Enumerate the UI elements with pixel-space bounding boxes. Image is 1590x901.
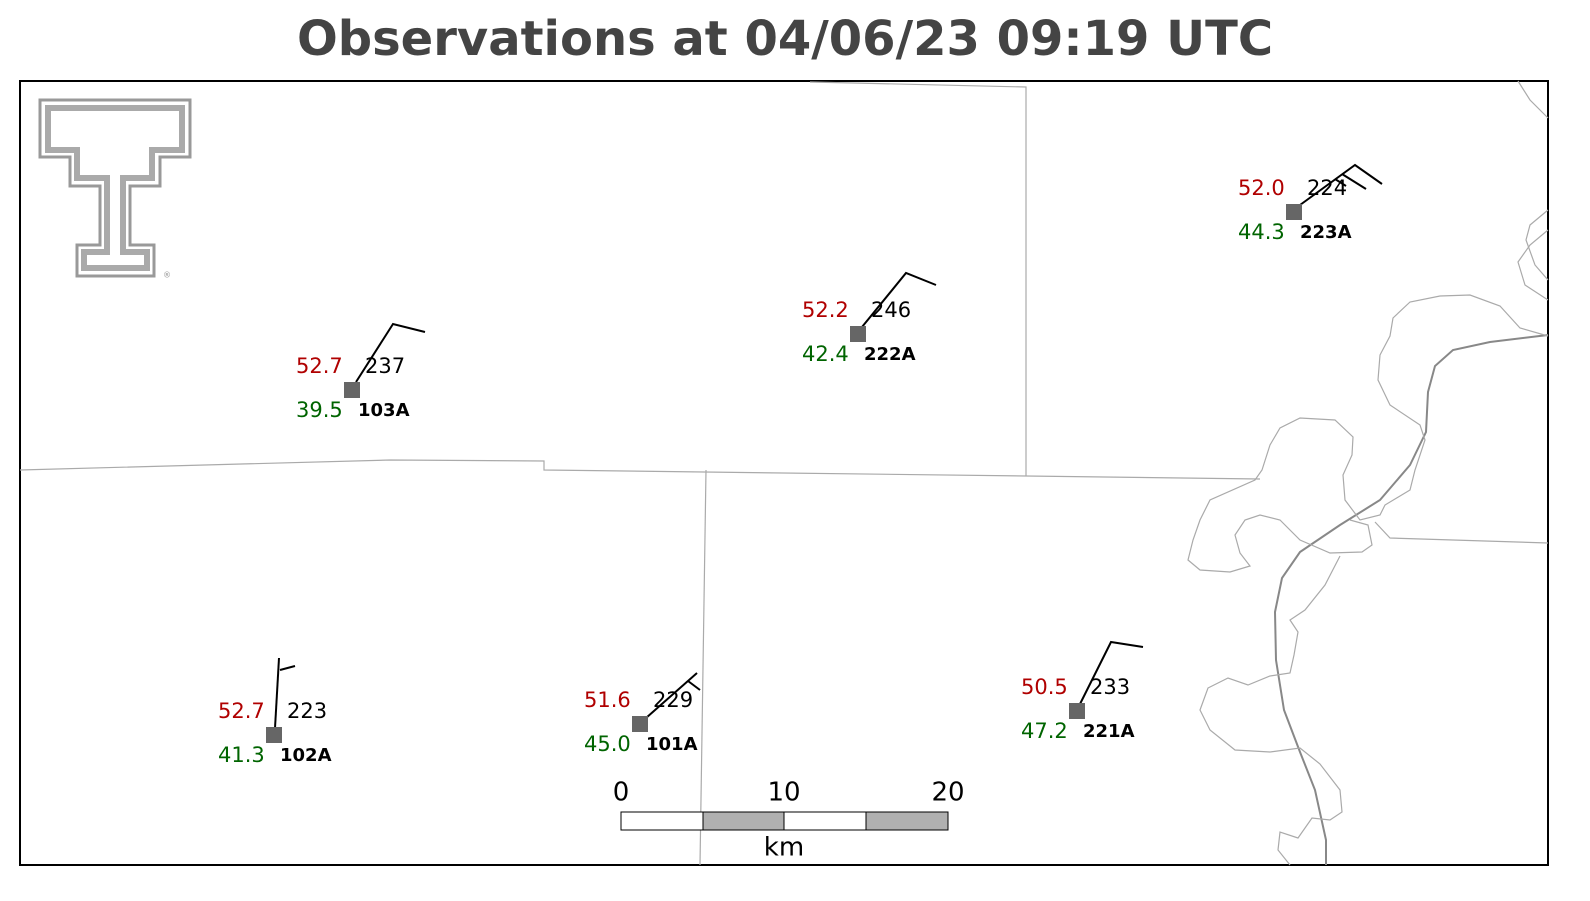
- dewpoint: 45.0: [584, 732, 631, 756]
- station-value: 224: [1307, 176, 1347, 200]
- wind-barb: [1334, 178, 1347, 187]
- dewpoint: 39.5: [296, 398, 343, 422]
- temperature: 52.0: [1238, 176, 1285, 200]
- county-borders: [19, 81, 1549, 866]
- svg-text:®: ®: [163, 271, 171, 280]
- dewpoint: 41.3: [218, 743, 265, 767]
- station-marker: [1069, 703, 1085, 719]
- temperature: 52.2: [802, 298, 849, 322]
- station-value: 223: [287, 699, 327, 723]
- dewpoint: 47.2: [1021, 719, 1068, 743]
- wind-barb: [861, 271, 937, 328]
- logo: ®: [38, 98, 192, 280]
- station-id: 222A: [864, 344, 916, 365]
- station-value: 246: [871, 298, 911, 322]
- station-marker: [266, 727, 282, 743]
- wind-barb: [279, 665, 296, 671]
- temperature: 50.5: [1021, 675, 1068, 699]
- station-marker: [850, 326, 866, 342]
- dewpoint: 44.3: [1238, 220, 1285, 244]
- station-id: 223A: [1300, 222, 1352, 243]
- dewpoint: 42.4: [802, 342, 849, 366]
- station-value: 229: [653, 688, 693, 712]
- stations: 52.7 237 39.5 103A 52.2 246 42.4 222A 52.0 224 44.…: [218, 163, 1383, 767]
- wind-barb: [355, 322, 426, 383]
- wind-barb: [1079, 640, 1144, 705]
- station-marker: [1286, 204, 1302, 220]
- scale-label: 20: [931, 778, 964, 808]
- station-marker: [632, 716, 648, 732]
- station-value: 237: [365, 354, 405, 378]
- station-id: 103A: [358, 400, 410, 421]
- station-id: 101A: [646, 734, 698, 755]
- temperature: 51.6: [584, 688, 631, 712]
- scale-unit: km: [764, 833, 804, 863]
- wind-barb: [274, 657, 280, 729]
- station-id: 102A: [280, 745, 332, 766]
- station-id: 221A: [1083, 721, 1135, 742]
- title: Observations at 04/06/23 09:19 UTC: [297, 11, 1273, 67]
- station-marker: [344, 382, 360, 398]
- wind-barb: [1341, 173, 1367, 190]
- scale-label: 10: [767, 778, 800, 808]
- scale-bar: 0 10 20 km: [613, 778, 965, 863]
- temperature: 52.7: [296, 354, 343, 378]
- scale-label: 0: [613, 778, 630, 808]
- station-value: 233: [1090, 675, 1130, 699]
- wind-barb: [1299, 163, 1383, 206]
- rivers: [1187, 80, 1549, 866]
- wind-barb: [687, 680, 701, 691]
- temperature: 52.7: [218, 699, 265, 723]
